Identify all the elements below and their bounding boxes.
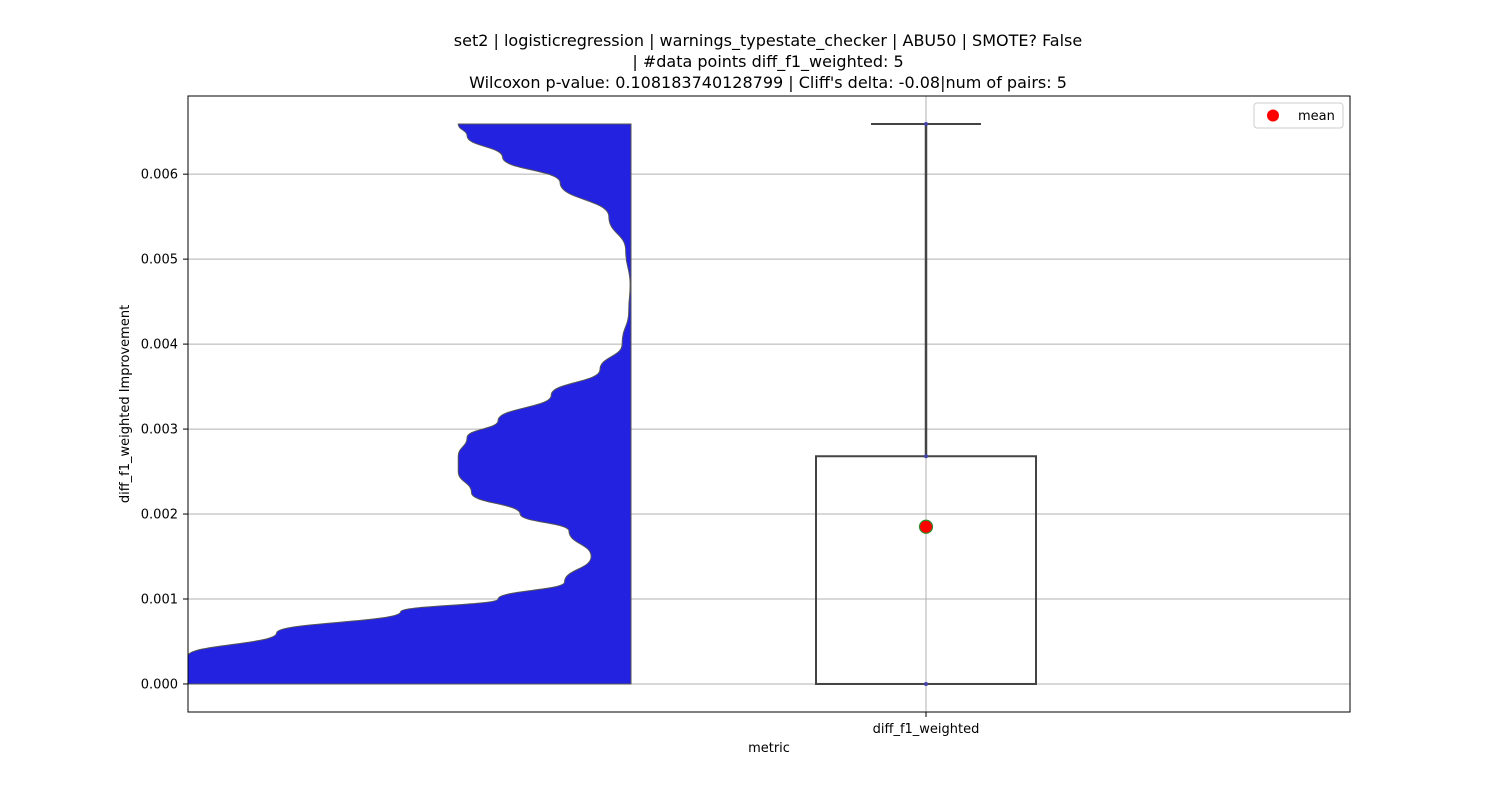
legend-mean-marker (1267, 109, 1279, 122)
x-axis-ticks: diff_f1_weighted (873, 712, 980, 737)
title-line-2: | #data points diff_f1_weighted: 5 (632, 52, 903, 72)
legend-frame (1253, 102, 1344, 129)
box-min-dot (924, 681, 928, 686)
legend-mean-label: mean (1298, 109, 1335, 124)
violin-body (187, 123, 632, 685)
title-line-1: set2 | logisticregression | warnings_typ… (454, 31, 1082, 51)
chart-title: set2 | logisticregression | warnings_typ… (454, 31, 1082, 92)
y-tick-label-1: 0.001 (141, 592, 178, 607)
box-q3-dot (924, 454, 928, 459)
y-tick-label-5: 0.005 (141, 253, 178, 268)
y-tick-label-2: 0.002 (141, 508, 178, 523)
violin-plot (187, 123, 632, 685)
x-axis-label: metric (748, 741, 790, 756)
legend: mean (1253, 102, 1344, 129)
grid-lines (188, 96, 1350, 712)
mean-marker (918, 519, 934, 534)
y-tick-label-4: 0.004 (141, 338, 178, 353)
y-axis-label: diff_f1_weighted Improvement (118, 305, 133, 503)
box-max-dot (924, 122, 928, 127)
y-tick-label-0: 0.000 (141, 677, 178, 692)
x-tick-label-0: diff_f1_weighted (873, 722, 980, 737)
y-tick-label-6: 0.006 (141, 168, 178, 183)
box-plot (815, 122, 1037, 686)
title-line-3: Wilcoxon p-value: 0.108183740128799 | Cl… (469, 73, 1067, 92)
y-axis-ticks: 0.000 0.001 0.002 0.003 0.004 0.005 0.006 (141, 168, 188, 692)
plot-frame (187, 95, 1351, 713)
y-tick-label-3: 0.003 (141, 423, 178, 438)
